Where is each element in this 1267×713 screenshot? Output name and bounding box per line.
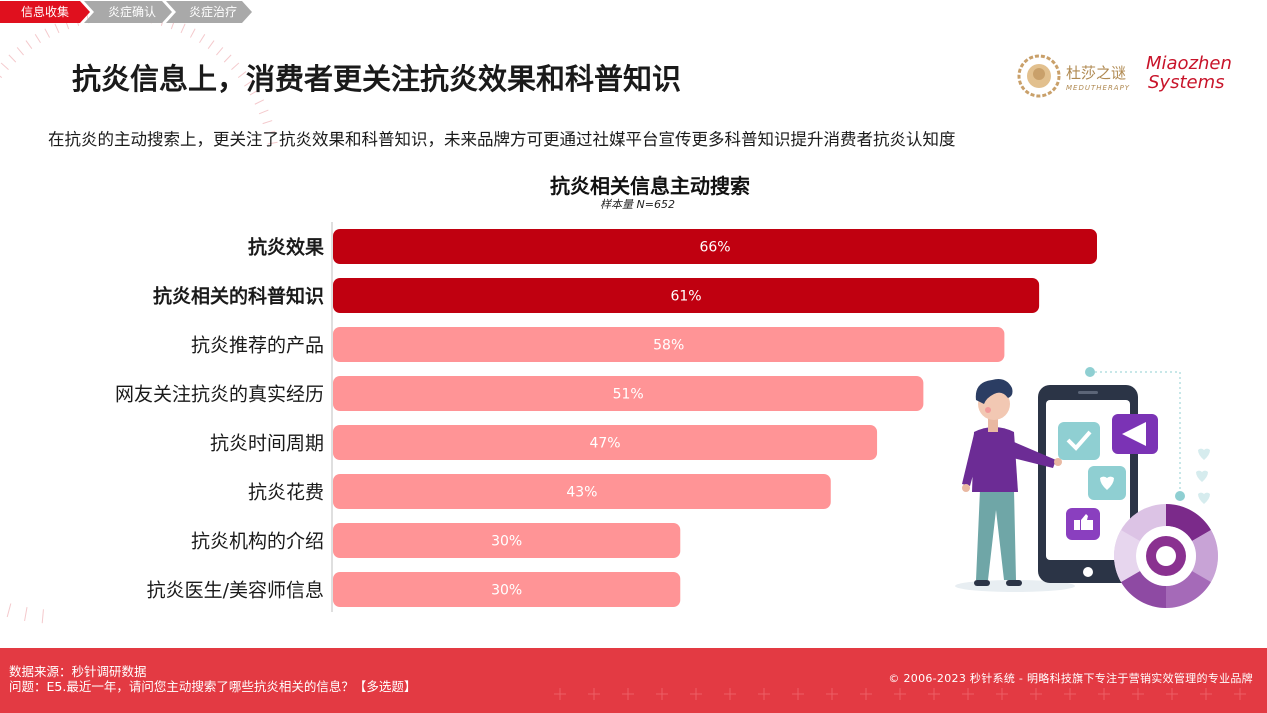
deco-tick (258, 109, 269, 115)
deco-tick (231, 62, 240, 71)
deco-tick (237, 71, 247, 79)
category-label: 抗炎推荐的产品 (191, 335, 324, 357)
bar-5 (333, 474, 831, 509)
category-label: 抗炎相关的科普知识 (153, 285, 324, 308)
brand-medutherapy-sub: MEDUTHERAPY (1066, 84, 1131, 92)
bar-3 (333, 376, 924, 411)
category-label: 抗炎机构的介绍 (191, 531, 324, 553)
deco-tick (262, 120, 273, 125)
deco-tick (16, 47, 24, 56)
brand-miaozhen-line2: Systems (1148, 72, 1225, 93)
tab-info-collect[interactable]: 信息收集 (0, 1, 90, 23)
page-subtitle: 在抗炎的主动搜索上，更关注了抗炎效果和科普知识，未来品牌方可更通过社媒平台宣传更… (48, 130, 956, 149)
deco-tick (25, 40, 33, 49)
tab-inflammation-treat[interactable]: 炎症治疗 (166, 1, 252, 23)
bar-value-label: 30% (491, 534, 522, 550)
category-label: 抗炎花费 (248, 482, 324, 504)
deco-tick (249, 89, 259, 96)
bar-value-label: 66% (699, 240, 730, 256)
brand-miaozhen-logo: Miaozhen Systems (1146, 54, 1232, 92)
deco-tick (189, 28, 196, 38)
tab-inflammation-confirm[interactable]: 炎症确认 (84, 1, 172, 23)
deco-tick (0, 62, 9, 71)
survey-question: 问题：E5.最近一年，请问您主动搜索了哪些抗炎相关的信息？【多选题】 (9, 679, 417, 694)
tab-label: 炎症治疗 (188, 5, 237, 19)
chart-title-text: 抗炎相关信息主动搜索 (550, 174, 750, 198)
bar-value-label: 51% (613, 387, 644, 403)
deco-tick (180, 23, 186, 34)
deco-tick (265, 130, 276, 135)
deco-tick (24, 607, 28, 621)
footer-notes: 数据来源：秒针调研数据 问题：E5.最近一年，请问您主动搜索了哪些抗炎相关的信息… (9, 664, 416, 694)
bar-2 (333, 327, 1005, 362)
bar-value-label: 47% (589, 436, 620, 452)
category-label: 网友关注抗炎的真实经历 (115, 384, 324, 406)
bar-0 (333, 229, 1097, 264)
medutherapy-logo-icon (1017, 54, 1061, 98)
brand-medutherapy-name: 杜莎之谜 (1066, 64, 1127, 82)
copyright: © 2006-2023 秒针系统 - 明略科技旗下专注于营销实效管理的专业品牌 (888, 672, 1253, 685)
tab-label: 信息收集 (20, 5, 69, 19)
brand-miaozhen-line1: Miaozhen (1146, 53, 1232, 74)
deco-tick (0, 75, 3, 79)
page-title: 抗炎信息上，消费者更关注抗炎效果和科普知识 (72, 62, 682, 96)
person-phone-illustration (955, 367, 1218, 608)
deco-tick (244, 80, 253, 87)
tab-label: 炎症确认 (107, 5, 156, 19)
deco-tick (254, 99, 265, 105)
bar-value-label: 43% (566, 485, 597, 501)
deco-tick (207, 40, 215, 49)
chart-sample-size: 样本量 N=652 (600, 198, 675, 211)
deco-tick (34, 34, 41, 44)
deco-tick (54, 23, 60, 34)
bar-value-label: 61% (670, 289, 701, 305)
deco-tick (8, 54, 17, 63)
bar-4 (333, 425, 878, 460)
deco-tick (223, 54, 232, 63)
bar-6 (333, 523, 681, 558)
data-source: 数据来源：秒针调研数据 (9, 664, 147, 679)
footer-band (0, 648, 1267, 713)
deco-tick (41, 609, 44, 624)
bar-7 (333, 572, 681, 607)
deco-tick (6, 603, 12, 618)
category-label: 抗炎效果 (248, 236, 324, 259)
footer-decoration (554, 688, 1246, 700)
deco-tick (216, 47, 224, 56)
chart-title: 抗炎相关信息主动搜索 (0, 170, 1267, 199)
category-label: 抗炎时间周期 (210, 433, 324, 455)
bar-1 (333, 278, 1040, 313)
deco-tick (267, 141, 278, 145)
bar-value-label: 58% (653, 338, 684, 354)
category-label: 抗炎医生/美容师信息 (147, 580, 324, 602)
bar-value-label: 30% (491, 583, 522, 599)
deco-tick (44, 28, 51, 38)
deco-tick (199, 34, 206, 44)
